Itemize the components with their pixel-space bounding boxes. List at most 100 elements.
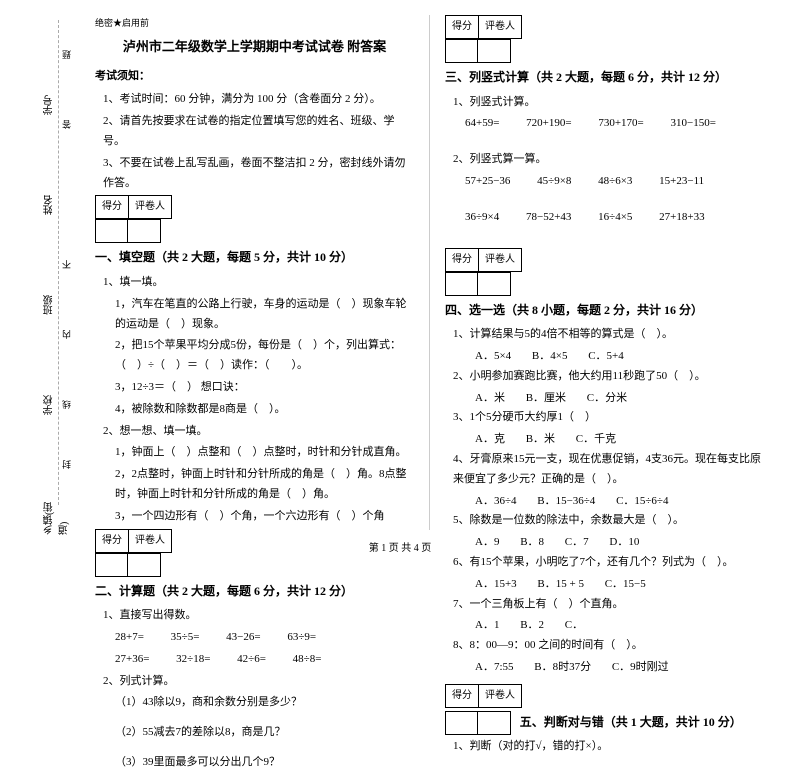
s2-r1c: 43−26= (226, 628, 260, 648)
score-label: 得分 (96, 196, 129, 218)
score-blank[interactable] (446, 712, 478, 734)
s3-r2d: 15+23−11 (659, 172, 704, 192)
s2-q2b: （2）55减去7的差除以8，商是几？ (115, 723, 414, 743)
exam-title: 泸州市二年级数学上学期期中考试试卷 附答案 (95, 35, 414, 58)
score-blank[interactable] (446, 273, 478, 295)
section-1-header: 得分 评卷人 一、填空题（共 2 大题，每题 5 分，共计 10 分） (95, 195, 414, 273)
s3-q2: 2、列竖式算一算。 (453, 150, 765, 170)
section-5-title: 五、判断对与错（共 1 大题，共计 10 分） (520, 712, 742, 734)
score-label: 得分 (446, 249, 479, 271)
opt-b: B．15−36÷4 (537, 495, 595, 507)
s4-q8-opts: A．7:55 B．8时37分 C．9时刚过 (475, 658, 765, 678)
opt-b: B．厘米 (526, 392, 566, 404)
s4-q1: 1、计算结果与5的4倍不相等的算式是（ ）。 (453, 325, 765, 345)
right-column: 得分 评卷人 三、列竖式计算（共 2 大题，每题 6 分，共计 12 分） 1、… (430, 15, 780, 530)
s3-r1a: 64+59= (465, 114, 499, 134)
opt-b: B．8 (520, 536, 544, 548)
s1-q2: 2、想一想、填一填。 (103, 422, 414, 442)
opt-d: D．10 (609, 536, 639, 548)
grader-label: 评卷人 (479, 685, 521, 707)
opt-c: C．9时刚过 (612, 661, 669, 673)
s3-q1: 1、列竖式计算。 (453, 93, 765, 113)
s4-q4-opts: A．36÷4 B．15−36÷4 C．15÷6÷4 (475, 492, 765, 512)
opt-c: C．15÷6÷4 (616, 495, 668, 507)
s2-row1: 28+7= 35÷5= 43−26= 63÷9= (115, 628, 414, 648)
score-blank[interactable] (96, 220, 128, 242)
s2-r2c: 42÷6= (237, 650, 266, 670)
s3-r1d: 310−150= (671, 114, 716, 134)
side-label-id: 学号 (42, 95, 57, 115)
score-box: 得分 评卷人 (95, 529, 172, 553)
grader-label: 评卷人 (479, 249, 521, 271)
s4-q2-opts: A．米 B．厘米 C．分米 (475, 389, 765, 409)
s4-q5-opts: A．9 B．8 C．7 D．10 (475, 533, 765, 553)
s2-q2a: （1）43除以9，商和余数分别是多少？ (115, 693, 414, 713)
side-label-school: 学校 (42, 395, 57, 415)
s4-q5: 5、除数是一位数的除法中，余数最大是（ ）。 (453, 511, 765, 531)
confidential-label: 绝密★启用前 (95, 15, 414, 31)
s2-r2a: 27+36= (115, 650, 149, 670)
opt-b: B．米 (526, 433, 555, 445)
opt-b: B．8时37分 (534, 661, 591, 673)
s2-q1: 1、直接写出得数。 (103, 606, 414, 626)
section-3-header: 得分 评卷人 三、列竖式计算（共 2 大题，每题 6 分，共计 12 分） (445, 15, 765, 93)
s4-q3: 3、1个5分硬币大约厚1（ ） (453, 408, 765, 428)
s3-r3c: 16÷4×5 (598, 208, 632, 228)
s1-q1b: 2，把15个苹果平均分成5份，每份是（ ）个，列出算式：（ ）÷（ ）＝（ ）读… (115, 336, 414, 376)
s4-q4: 4、牙膏原来15元一支，现在优惠促销，4支36元。现在每支比原来便宜了多少元？正… (453, 450, 765, 490)
seal-char-6: 题 (60, 50, 73, 59)
opt-c: C． (565, 619, 583, 631)
s3-r2b: 45÷9×8 (537, 172, 571, 192)
grader-blank[interactable] (478, 40, 510, 62)
s2-q2: 2、列式计算。 (103, 672, 414, 692)
s4-q8: 8、8：00—9：00 之间的时间有（ ）。 (453, 636, 765, 656)
side-label-class: 班级 (42, 295, 57, 315)
opt-c: C．5+4 (588, 350, 624, 362)
s2-r1d: 63÷9= (287, 628, 316, 648)
s3-r3a: 36÷9×4 (465, 208, 499, 228)
notice-3: 3、不要在试卷上乱写乱画，卷面不整洁扣 2 分，密封线外请勿作答。 (103, 154, 414, 194)
s4-q6-opts: A．15+3 B．15 + 5 C．15−5 (475, 575, 765, 595)
s2-r1b: 35÷5= (171, 628, 200, 648)
s2-r2b: 32÷18= (176, 650, 210, 670)
section-3-title: 三、列竖式计算（共 2 大题，每题 6 分，共计 12 分） (445, 67, 727, 89)
s3-row2: 57+25−36 45÷9×8 48÷6×3 15+23−11 (465, 172, 765, 192)
section-4-header: 得分 评卷人 四、选一选（共 8 小题，每题 2 分，共计 16 分） (445, 248, 765, 326)
grader-label: 评卷人 (129, 530, 171, 552)
side-label-name: 姓名 (42, 195, 57, 215)
section-2-header: 得分 评卷人 二、计算题（共 2 大题，每题 6 分，共计 12 分） (95, 529, 414, 607)
s3-row3: 36÷9×4 78−52+43 16÷4×5 27+18+33 (465, 208, 765, 228)
s4-q7: 7、一个三角板上有（ ）个直角。 (453, 595, 765, 615)
score-box-blank (95, 219, 161, 243)
opt-b: B．2 (520, 619, 544, 631)
s1-q2a: 1，钟面上（ ）点整和（ ）点整时，时针和分针成直角。 (115, 443, 414, 463)
side-label-township: 乡镇(街道) (42, 495, 72, 535)
section-2-title: 二、计算题（共 2 大题，每题 6 分，共计 12 分） (95, 581, 353, 603)
opt-b: B．15 + 5 (537, 578, 584, 590)
seal-char-1: 封 (60, 460, 73, 469)
s4-q7-opts: A．1 B．2 C． (475, 616, 765, 636)
s1-q2b: 2，2点整时，钟面上时针和分针所成的角是（ ）角。8点整时，钟面上时针和分针所成… (115, 465, 414, 505)
grader-label: 评卷人 (479, 16, 521, 38)
score-blank[interactable] (446, 40, 478, 62)
s3-r3d: 27+18+33 (659, 208, 704, 228)
opt-a: A．5×4 (475, 350, 511, 362)
s1-q2c: 3，一个四边形有（ ）个角，一个六边形有（ ）个角 (115, 507, 414, 527)
s1-q1a: 1，汽车在笔直的公路上行驶，车身的运动是（ ）现象车轮的运动是（ ）现象。 (115, 295, 414, 335)
opt-c: C．千克 (576, 433, 616, 445)
grader-blank[interactable] (478, 712, 510, 734)
opt-a: A．15+3 (475, 578, 517, 590)
opt-a: A．36÷4 (475, 495, 516, 507)
notice-1: 1、考试时间：60 分钟，满分为 100 分（含卷面分 2 分）。 (103, 90, 414, 110)
s2-q2c: （3）39里面最多可以分出几个9？ (115, 753, 414, 773)
s3-r3b: 78−52+43 (526, 208, 571, 228)
section-1-title: 一、填空题（共 2 大题，每题 5 分，共计 10 分） (95, 247, 353, 269)
notice-2: 2、请首先按要求在试卷的指定位置填写您的姓名、班级、学号。 (103, 112, 414, 152)
score-label: 得分 (446, 685, 479, 707)
left-column: 绝密★启用前 泸州市二年级数学上学期期中考试试卷 附答案 考试须知： 1、考试时… (80, 15, 430, 530)
score-box-blank (445, 711, 511, 735)
section-4-title: 四、选一选（共 8 小题，每题 2 分，共计 16 分） (445, 300, 703, 322)
s4-q1-opts: A．5×4 B．4×5 C．5+4 (475, 347, 765, 367)
grader-blank[interactable] (128, 220, 160, 242)
grader-blank[interactable] (478, 273, 510, 295)
